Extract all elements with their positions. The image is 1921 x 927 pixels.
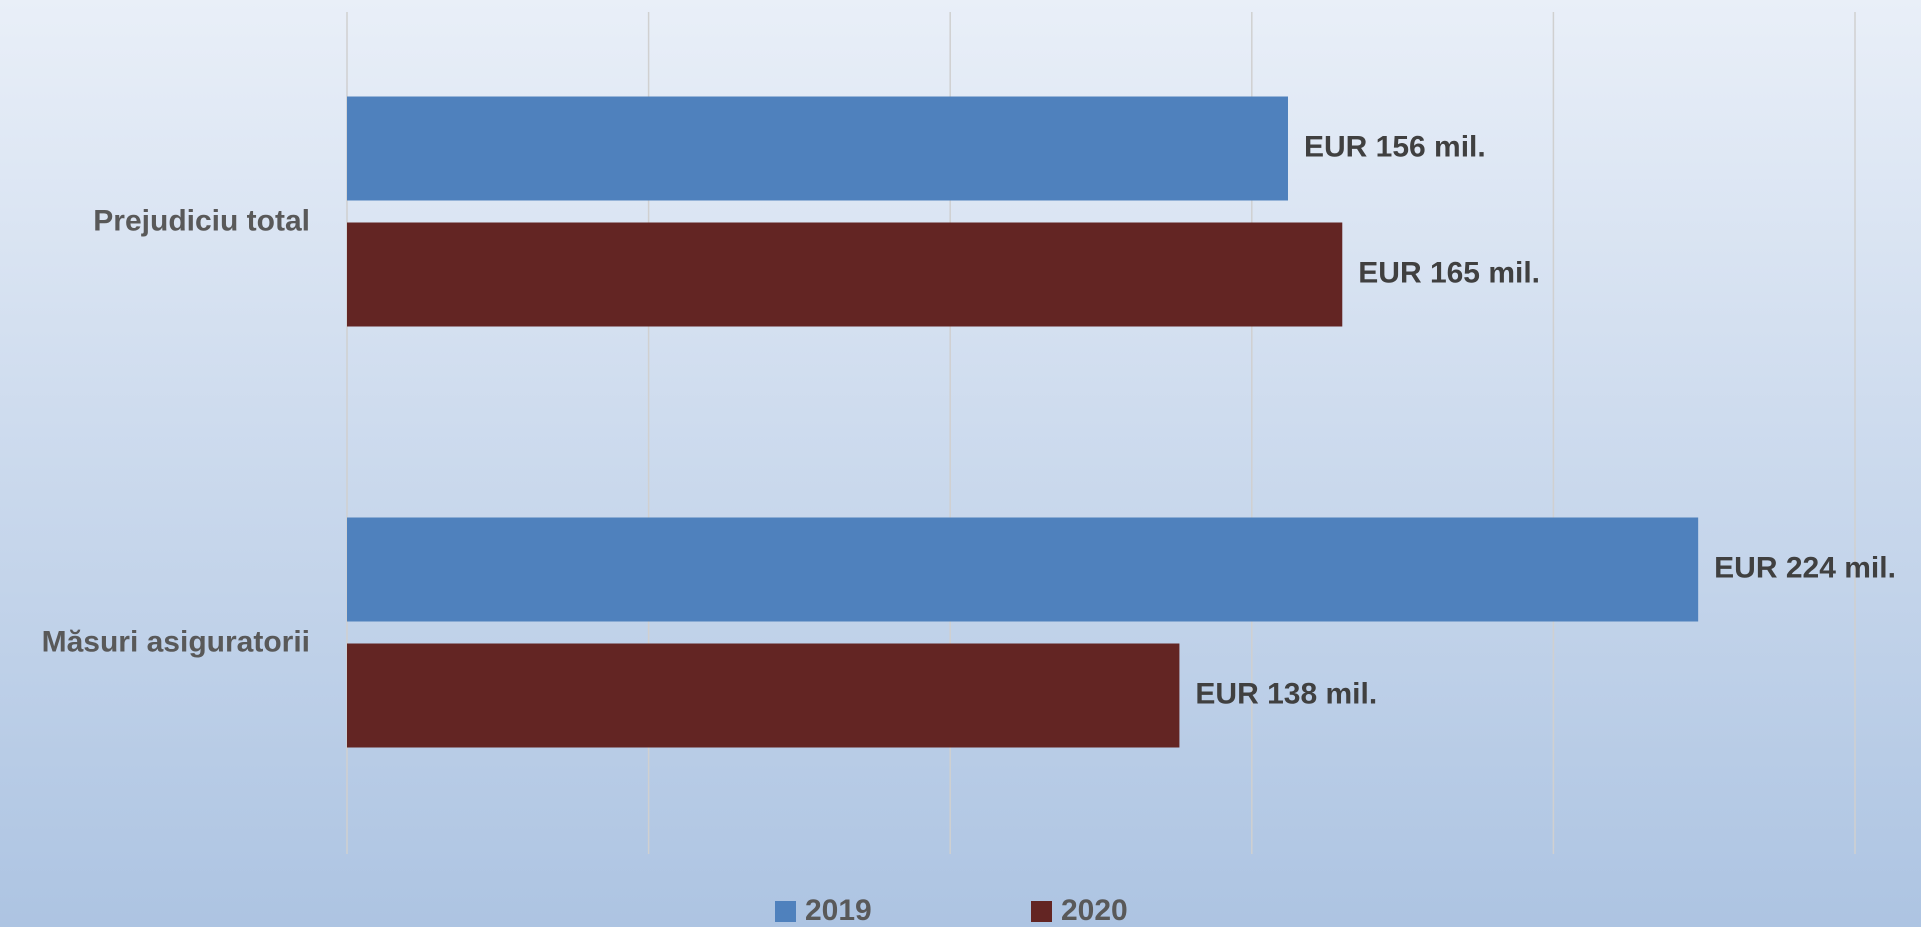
category-label: Prejudiciu total bbox=[93, 204, 310, 237]
bar bbox=[347, 222, 1343, 327]
legend-label: 2020 bbox=[1061, 894, 1128, 927]
data-label: EUR 138 mil. bbox=[1195, 677, 1377, 710]
bar bbox=[347, 643, 1180, 748]
data-label: EUR 156 mil. bbox=[1304, 130, 1486, 163]
bar bbox=[347, 96, 1288, 201]
legend-label: 2019 bbox=[805, 894, 872, 927]
legend-swatch bbox=[775, 901, 796, 922]
legend-swatch bbox=[1031, 901, 1052, 922]
category-label: Măsuri asiguratorii bbox=[42, 625, 310, 658]
data-label: EUR 165 mil. bbox=[1358, 256, 1540, 289]
bar bbox=[347, 517, 1699, 622]
data-label: EUR 224 mil. bbox=[1714, 551, 1896, 584]
